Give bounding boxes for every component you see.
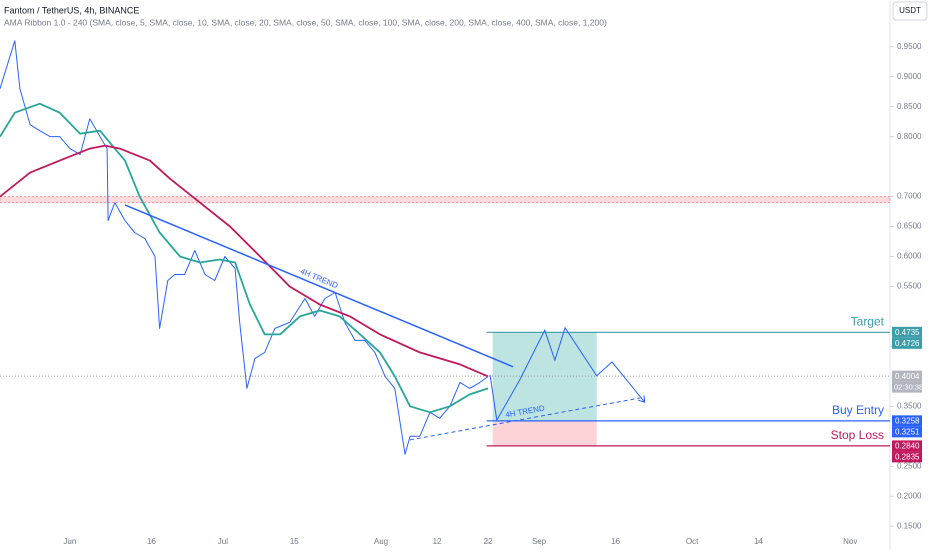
x-tick-label: 22 (484, 537, 493, 546)
x-tick-label: Jul (218, 537, 228, 546)
trendline (124, 204, 514, 368)
price-label: 0.2840 (895, 442, 920, 451)
x-tick-label: 16 (611, 537, 620, 546)
y-tick-label: 0.9000 (897, 72, 922, 81)
price-label-box (892, 426, 922, 438)
y-tick-label: 0.8000 (897, 132, 922, 141)
x-tick-label: 12 (433, 537, 442, 546)
y-tick-label: 0.7000 (897, 192, 922, 201)
price-label: 0.4735 (895, 328, 920, 337)
x-tick-label: 14 (754, 537, 763, 546)
price-label-box (892, 440, 922, 452)
series-line (0, 40, 489, 455)
stop-zone (492, 420, 597, 446)
countdown-box (892, 381, 922, 393)
x-tick-label: Jun (63, 537, 76, 546)
x-tick-label: 16 (147, 537, 156, 546)
y-tick-label: 0.1500 (897, 521, 922, 530)
projection-path (489, 326, 645, 422)
x-tick-label: Oct (686, 537, 699, 546)
y-tick-label: 0.2500 (897, 461, 922, 470)
y-tick-label: 0.3500 (897, 401, 922, 410)
resistance-zone (0, 196, 891, 204)
y-tick-label: 0.8500 (897, 102, 922, 111)
trendline (409, 397, 641, 441)
price-label: 0.3258 (895, 416, 920, 425)
y-tick-label: 0.6500 (897, 222, 922, 231)
price-label: 0.4004 (895, 372, 920, 381)
price-label-box (892, 370, 922, 382)
x-tick-label: Sep (532, 537, 547, 546)
price-label: 0.2835 (895, 453, 920, 462)
price-label-box (892, 451, 922, 463)
price-label: 0.4726 (895, 339, 920, 348)
x-tick-label: Aug (374, 537, 388, 546)
countdown-label: 02:30:38 (894, 383, 923, 392)
chart-subtitle: AMA Ribbon 1.0 - 240 (SMA, close, 5, SMA… (4, 17, 607, 27)
y-tick-label: 0.5500 (897, 282, 922, 291)
level-label: Target (851, 315, 885, 329)
level-label: Stop Loss (831, 428, 884, 442)
currency-button[interactable] (892, 1, 928, 21)
y-tick-label: 0.2000 (897, 491, 922, 500)
target-zone (492, 332, 597, 421)
plot: 0.9500 0.9000 0.8500 0.8000 0.7000 0.6500 0.60… (0, 40, 923, 546)
y-tick-label: 0.9500 (897, 42, 922, 51)
price-label-box (892, 415, 922, 427)
x-tick-label: 15 (290, 537, 299, 546)
price-label: 0.3251 (895, 427, 920, 436)
price-label-box (892, 337, 922, 349)
series-line (0, 102, 489, 414)
chart-title: Fantom / TetherUS, 4h, BINANCE (4, 5, 139, 15)
price-label-box (892, 326, 922, 338)
y-tick-label: 0.6000 (897, 252, 922, 261)
series-line (0, 144, 489, 378)
level-label: Buy Entry (832, 403, 884, 417)
x-tick-label: Nov (843, 537, 857, 546)
currency-label[interactable]: USDT (899, 6, 921, 15)
